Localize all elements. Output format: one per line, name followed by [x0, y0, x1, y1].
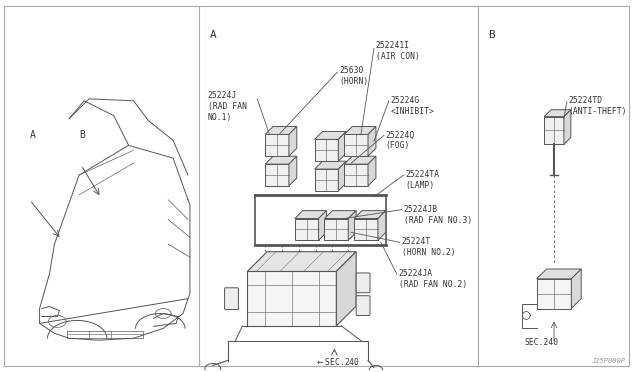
- Text: 25224TA: 25224TA: [406, 170, 440, 179]
- Bar: [344, 164, 368, 186]
- Polygon shape: [572, 269, 581, 308]
- Polygon shape: [319, 211, 326, 240]
- Text: 25224G: 25224G: [391, 96, 420, 105]
- Polygon shape: [339, 131, 346, 161]
- Polygon shape: [289, 126, 297, 156]
- Polygon shape: [544, 110, 571, 117]
- Bar: [344, 134, 368, 156]
- Text: <INHIBIT>: <INHIBIT>: [391, 107, 435, 116]
- Bar: [324, 218, 348, 240]
- Text: SEC.240: SEC.240: [524, 338, 559, 347]
- Polygon shape: [324, 211, 356, 218]
- Text: (RAD FAN NO.3): (RAD FAN NO.3): [404, 215, 472, 225]
- Text: (RAD FAN: (RAD FAN: [208, 102, 247, 111]
- Bar: [315, 169, 339, 191]
- Polygon shape: [354, 211, 386, 218]
- Bar: [354, 218, 378, 240]
- Bar: [315, 140, 339, 161]
- Polygon shape: [378, 211, 386, 240]
- Text: (AIR CON): (AIR CON): [376, 52, 420, 61]
- Text: B: B: [79, 131, 85, 141]
- Polygon shape: [295, 211, 326, 218]
- Bar: [295, 218, 319, 240]
- Polygon shape: [339, 161, 346, 191]
- Text: 25224T: 25224T: [402, 237, 431, 246]
- FancyBboxPatch shape: [356, 296, 370, 315]
- Polygon shape: [344, 156, 376, 164]
- Text: (ANTI-THEFT): (ANTI-THEFT): [569, 107, 627, 116]
- Text: $\leftarrow$SEC.240: $\leftarrow$SEC.240: [315, 356, 360, 367]
- Text: 252241I: 252241I: [376, 41, 410, 51]
- Text: 25224Q: 25224Q: [386, 131, 415, 140]
- FancyBboxPatch shape: [225, 288, 239, 310]
- Polygon shape: [315, 161, 346, 169]
- Text: 25630: 25630: [339, 66, 364, 75]
- Text: (RAD FAN NO.2): (RAD FAN NO.2): [399, 280, 467, 289]
- Polygon shape: [337, 252, 356, 326]
- Polygon shape: [344, 126, 376, 134]
- Text: A: A: [209, 30, 216, 39]
- Polygon shape: [368, 156, 376, 186]
- Text: 25224JB: 25224JB: [404, 205, 438, 214]
- Text: B: B: [488, 30, 495, 39]
- Text: (HORN): (HORN): [339, 77, 369, 86]
- Text: J25P000P: J25P000P: [591, 358, 625, 364]
- Bar: [265, 164, 289, 186]
- Bar: [544, 117, 564, 144]
- Text: 25224J: 25224J: [208, 91, 237, 100]
- Text: (HORN NO.2): (HORN NO.2): [402, 248, 455, 257]
- Polygon shape: [265, 156, 297, 164]
- Polygon shape: [315, 131, 346, 140]
- Polygon shape: [247, 252, 356, 272]
- Polygon shape: [265, 126, 297, 134]
- Text: (FOG): (FOG): [386, 141, 410, 150]
- Polygon shape: [564, 110, 571, 144]
- Text: 25224TD: 25224TD: [569, 96, 603, 105]
- FancyBboxPatch shape: [356, 273, 370, 293]
- Polygon shape: [289, 156, 297, 186]
- Bar: [537, 279, 572, 308]
- Polygon shape: [368, 126, 376, 156]
- Text: (LAMP): (LAMP): [406, 181, 435, 190]
- Text: 25224JA: 25224JA: [399, 269, 433, 278]
- Text: NO.1): NO.1): [208, 113, 232, 122]
- Bar: [265, 134, 289, 156]
- Polygon shape: [348, 211, 356, 240]
- Bar: [247, 272, 337, 326]
- Polygon shape: [537, 269, 581, 279]
- Text: A: A: [29, 131, 36, 141]
